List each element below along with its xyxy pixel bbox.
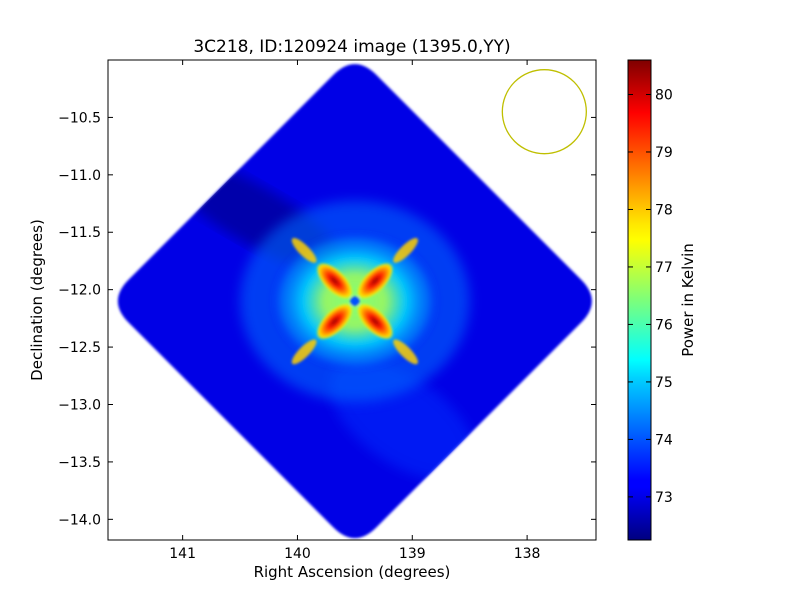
sidelobe-petal — [316, 303, 353, 340]
colorbar-tick-label: 75 — [655, 375, 673, 391]
colorbar-tick-label: 77 — [655, 260, 673, 276]
y-axis-label: Declination (degrees) — [28, 219, 46, 381]
phase-center — [350, 296, 360, 306]
sidelobe-petal — [356, 303, 394, 340]
plot-area — [108, 60, 596, 540]
sidelobe-petal — [316, 262, 353, 300]
x-tick-label: 139 — [399, 546, 426, 562]
colorbar-tick-label: 76 — [655, 317, 673, 333]
colorbar-tick-label: 80 — [655, 87, 673, 103]
sidelobe-arm — [393, 238, 419, 263]
y-tick-label: −13.5 — [58, 455, 101, 471]
sidelobe-petal — [356, 262, 394, 300]
colorbar-tick-label: 79 — [655, 145, 673, 161]
chart-title: 3C218, ID:120924 image (1395.0,YY) — [193, 37, 510, 57]
axes-frame — [107, 59, 597, 541]
x-tick-label: 141 — [169, 546, 196, 562]
y-tick-label: −11.0 — [58, 168, 101, 184]
sidelobe-arm — [291, 339, 317, 365]
y-tick-label: −12.5 — [58, 340, 101, 356]
y-tick-label: −14.0 — [58, 512, 101, 528]
colorbar-tick-label: 73 — [655, 490, 673, 506]
y-axis-ticks: −10.5 −11.0 −11.5 −12.0 −12.5 −13.0 −13.5 −14.0 — [58, 110, 596, 528]
colorbar-ticks: 73 74 75 76 77 78 79 80 — [628, 87, 673, 506]
colorbar: 73 74 75 76 77 78 79 80 Power in Kelvin — [627, 59, 697, 541]
colorbar-tick-label: 74 — [655, 432, 673, 448]
x-axis-ticks: 141 140 139 138 — [169, 60, 540, 562]
y-tick-label: −13.0 — [58, 397, 101, 413]
beam-circle — [501, 69, 587, 155]
colorbar-scale — [627, 59, 652, 541]
x-tick-label: 138 — [514, 546, 541, 562]
y-tick-label: −10.5 — [58, 110, 101, 126]
colorbar-label: Power in Kelvin — [679, 243, 697, 357]
x-axis-label: Right Ascension (degrees) — [254, 563, 451, 581]
colorbar-tick-label: 78 — [655, 202, 673, 218]
y-tick-label: −12.0 — [58, 283, 101, 299]
sidelobe-arm — [291, 238, 317, 263]
sidelobe-pattern — [291, 238, 419, 365]
sidelobe-arm — [393, 339, 419, 365]
y-tick-label: −11.5 — [58, 225, 101, 241]
x-tick-label: 140 — [284, 546, 311, 562]
